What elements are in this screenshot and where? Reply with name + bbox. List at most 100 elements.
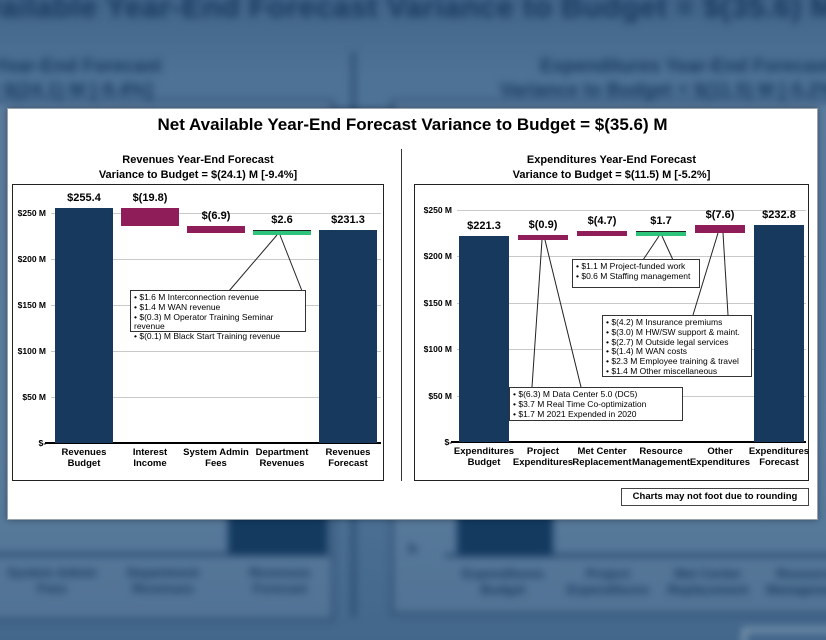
expenditures-chart-title-line2: Variance to Budget = $(11.5) M [-5.2%] [512, 169, 711, 181]
x-category-line: Income [133, 457, 167, 469]
x-axis-line [45, 442, 381, 444]
x-category-label: Resource Management [627, 446, 695, 468]
background-left-axis-line [0, 553, 330, 556]
x-category-line: Expenditures [512, 456, 574, 468]
background-right-subtitle-1: Expenditures Year-End Forecast [540, 56, 826, 77]
x-category-label: Project Expenditures [509, 446, 577, 468]
x-category-line: Revenues [325, 447, 371, 458]
background-category-label: System Admin Fees [0, 565, 117, 597]
gridline [457, 256, 806, 257]
x-category-line: Forecast [759, 456, 799, 468]
x-category-label: Met Center Replacement [568, 446, 636, 468]
gridline [51, 351, 381, 352]
bar-department-revenues [253, 230, 311, 236]
x-category-line: Department [255, 447, 309, 458]
expenditures-waterfall-chart: $250 M $200 M $150 M $100 M $50 M $- $221.3 Exp… [414, 184, 809, 481]
expenditures-chart-title-line1: Expenditures Year-End Forecast [526, 154, 697, 166]
bar-value-label: $(6.9) [201, 210, 231, 223]
revenues-waterfall-chart: $250 M $200 M $150 M $100 M $50 M $- $255.4 Rev… [12, 184, 384, 481]
x-category-label: System Admin Fees [182, 447, 250, 469]
bar-value-label: $255.4 [67, 192, 101, 205]
revenues-chart-subtitle: Revenues Year-End Forecast Variance to B… [12, 153, 384, 183]
y-tick-label: $50 M [428, 390, 452, 401]
x-axis-line [451, 441, 806, 443]
bar-value-label: $221.3 [467, 220, 501, 233]
background-category-line: Management [766, 582, 826, 597]
bar-expenditures-forecast [754, 225, 804, 442]
bar-other-expenditures [695, 225, 745, 233]
revenues-chart-title-line2: Variance to Budget = $(24.1) M [-9.4%] [98, 169, 298, 181]
callout-line: • $1.4 M WAN revenue [134, 301, 221, 312]
bar-value-label: $(4.7) [587, 214, 617, 227]
gridline [51, 259, 381, 260]
background-category-line: Expenditures [461, 566, 545, 581]
bar-value-label: $(19.8) [132, 192, 168, 205]
bar-value-label: $2.6 [271, 214, 293, 227]
bar-resource-management [636, 230, 686, 236]
bar-value-label: $1.7 [650, 214, 672, 227]
bar-expenditures-budget [459, 236, 509, 442]
callout-line: • $(0.1) M Black Start Training revenue [134, 331, 281, 342]
y-tick-label: $200 M [423, 251, 452, 261]
bar-value-label: $(7.6) [705, 209, 735, 222]
x-category-line: Replacement [572, 456, 632, 468]
background-category-line: System Admin [7, 565, 97, 580]
x-category-label: Expenditures Budget [450, 446, 518, 468]
bar-revenues-forecast [319, 230, 377, 443]
callout-line: • $0.6 M Staffing management [576, 270, 691, 281]
x-category-line: Expenditures [453, 446, 515, 457]
background-right-axis-line [445, 554, 826, 557]
callout-line: • $1.4 M Other miscellaneous [606, 365, 718, 376]
background-clipped-title: Net Available Year-End Forecast Variance… [0, 0, 826, 24]
bar-project-expenditures [518, 235, 568, 241]
x-category-label: Interest Income [116, 447, 184, 469]
callout-line: • $(1.4) M WAN costs [606, 346, 688, 357]
background-zero-tick: $- [408, 541, 420, 556]
y-tick-label: $100 M [17, 346, 46, 356]
y-tick-label: $200 M [17, 254, 46, 264]
expenditures-chart-subtitle: Expenditures Year-End Forecast Variance … [414, 153, 809, 183]
y-tick-label: $150 M [423, 297, 452, 308]
callout-line: • $1.6 M Interconnection revenue [134, 292, 259, 302]
background-left-subtitle-2: Variance to Budget = $(24.1) M [-9.4%] [0, 80, 153, 101]
background-category-label: Project Expenditures [543, 566, 673, 598]
callout-line: • $1.7 M 2021 Expended in 2020 [513, 408, 637, 419]
forecast-slide-panel: Net Available Year-End Forecast Variance… [7, 108, 818, 520]
x-category-label: Expenditures Forecast [745, 446, 813, 468]
bar-value-label: $(0.9) [528, 219, 558, 232]
bar-met-center-replacement [577, 230, 627, 236]
gridline [457, 209, 806, 211]
x-category-label: Revenues Budget [50, 447, 118, 469]
gridline [51, 213, 381, 214]
callout-line: • $2.3 M Employee training & travel [606, 356, 739, 367]
background-right-subtitle-2: Variance to Budget = $(11.5) M [-5.2%] [500, 80, 826, 101]
x-category-line: Project [526, 446, 560, 457]
callout-line: • $(3.0) M HW/SW support & maint. [606, 326, 740, 337]
y-tick-label: $- [444, 437, 452, 447]
x-category-line: Expenditures [748, 446, 810, 457]
background-category-line: Project [585, 566, 631, 581]
x-category-line: Interest [132, 447, 168, 458]
y-tick-label: $- [38, 438, 46, 448]
background-category-line: Replacement [667, 582, 749, 597]
callout-box: • $(4.2) M Insurance premiums • $(3.0) M … [602, 315, 752, 377]
callout-line: • $(0.3) M Operator Training Seminar rev… [134, 311, 274, 332]
background-category-label: Met Center Replacement [643, 566, 773, 598]
x-category-line: Management [631, 456, 691, 468]
x-category-line: Budget [467, 456, 501, 468]
y-tick-label: $250 M [423, 204, 452, 215]
x-category-line: Resource [639, 446, 683, 457]
callout-box: • $1.1 M Project-funded work • $0.6 M Sta… [572, 259, 700, 288]
y-tick-label: $100 M [423, 344, 452, 354]
callout-box: • $1.6 M Interconnection revenue • $1.4 M… [130, 290, 306, 341]
gridline [457, 302, 806, 304]
background-category-line: Revenues [132, 581, 194, 596]
x-category-line: Other [707, 446, 733, 457]
bar-value-label: $232.8 [762, 209, 796, 222]
background-category-line: Expenditures [566, 582, 650, 597]
x-category-line: Expenditures [689, 456, 751, 468]
x-category-line: System Admin [183, 447, 249, 458]
background-category-line: Department [126, 565, 200, 580]
x-category-line: Revenues [259, 457, 305, 469]
